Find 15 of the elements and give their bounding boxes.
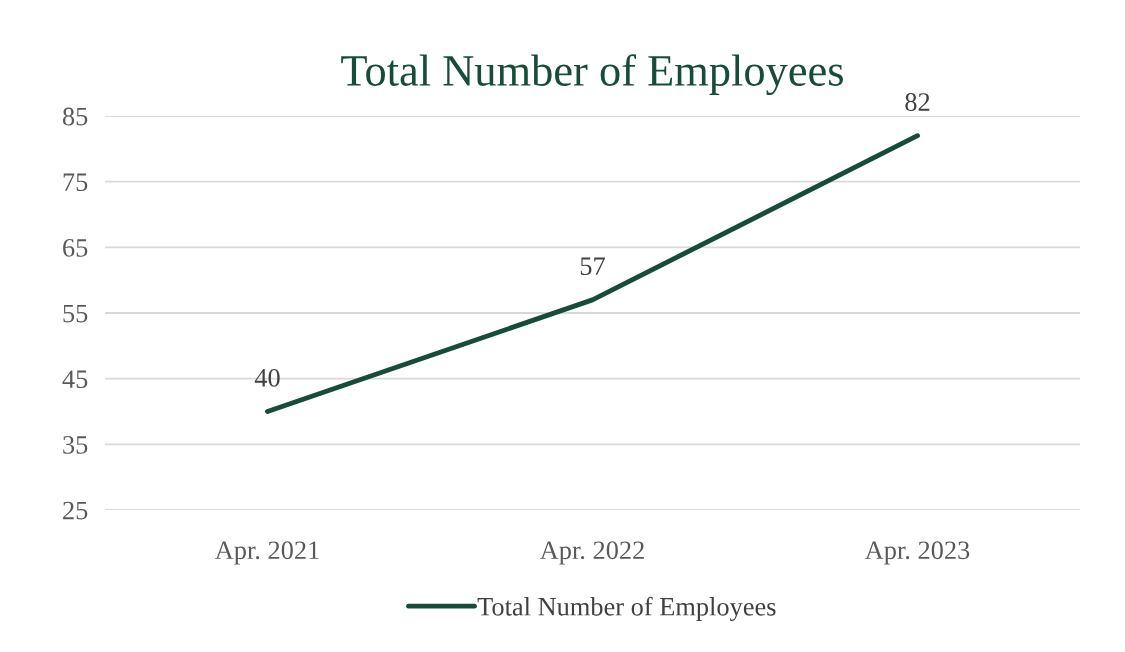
legend-label: Total Number of Employees: [477, 596, 776, 622]
data-label: 82: [905, 93, 930, 111]
data-label: 57: [580, 257, 605, 276]
y-tick-label: 55: [63, 304, 88, 323]
x-tick-label: Apr. 2021: [214, 541, 319, 565]
y-tick-label: 35: [63, 436, 88, 454]
chart-title: Total Number of Employees: [341, 54, 843, 96]
y-tick-label: 65: [63, 239, 88, 257]
y-tick-label: 75: [63, 173, 88, 192]
y-tick-label: 45: [62, 370, 88, 389]
x-tick-label: Apr. 2023: [864, 541, 970, 565]
y-tick-label: 25: [63, 501, 88, 520]
y-tick-label: 85: [62, 107, 88, 126]
x-tick-label: Apr. 2022: [539, 541, 644, 565]
data-label: 40: [254, 368, 280, 387]
